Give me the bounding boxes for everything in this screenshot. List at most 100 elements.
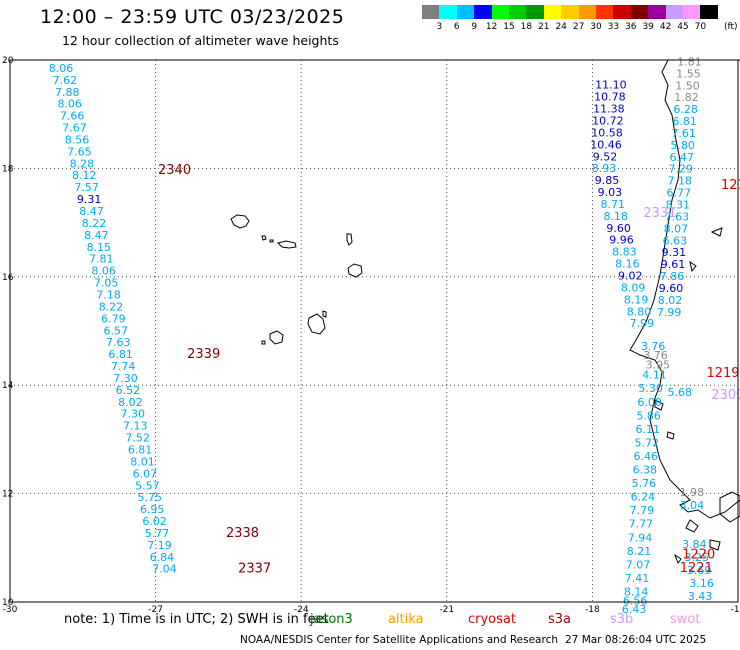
satellite-legend-cryosat: cryosat	[468, 612, 516, 627]
colorbar-swatch	[665, 5, 683, 19]
wave-height-value: 6.77	[667, 187, 692, 200]
colorbar-label: 12	[485, 22, 498, 32]
wave-height-value: 9.03	[598, 186, 623, 199]
wave-height-value: 11.38	[593, 103, 625, 116]
y-tick-label: 14	[2, 381, 14, 391]
colorbar-swatch	[648, 5, 666, 19]
satellite-legend-swot: swot	[670, 612, 701, 627]
wave-height-value: 9.85	[595, 174, 620, 187]
wave-height-value: 7.18	[668, 175, 693, 188]
satellite-legend-altika: altika	[388, 612, 424, 627]
coast-detail-4	[709, 539, 721, 551]
wave-height-value: 6.81	[128, 443, 153, 456]
y-tick-label: 20	[2, 56, 14, 66]
colorbar-label: 42	[659, 22, 672, 32]
wave-height-value: 3.76	[643, 349, 668, 362]
colorbar-label: 24	[555, 22, 567, 32]
wave-height-value: 8.21	[627, 545, 652, 558]
colorbar-swatch	[630, 5, 649, 19]
pass-number-label: 2338	[226, 526, 259, 541]
wave-height-value: 7.07	[626, 558, 651, 571]
island-boa-vista	[347, 263, 363, 278]
x-tick-label: -27	[148, 605, 163, 615]
wave-height-value: 7.57	[74, 181, 99, 194]
colorbar-label: 6	[453, 22, 460, 32]
wave-height-value: 8.06	[57, 98, 82, 111]
wave-height-value: 1.98	[680, 486, 705, 499]
wave-height-value: 8.18	[603, 210, 628, 223]
wave-height-value: 5.75	[138, 491, 163, 504]
wave-height-value: 6.63	[663, 234, 688, 247]
wave-height-value: 8.09	[621, 281, 646, 294]
island-sal	[346, 233, 353, 246]
satellite-legend-s3b: s3b	[610, 612, 634, 627]
wave-height-value: 8.15	[87, 241, 112, 254]
wave-height-value: 7.99	[630, 317, 655, 330]
wave-height-value: 8.07	[664, 222, 689, 235]
colorbar-unit: (ft)	[724, 22, 738, 32]
pass-number-label: 1218	[721, 178, 740, 193]
pass-number-label: 2340	[158, 163, 191, 178]
wave-height-value: 5.80	[670, 139, 695, 152]
colorbar-label: 3	[436, 22, 443, 32]
page-title: 12:00 – 23:59 UTC 03/23/2025	[40, 6, 345, 28]
wave-height-value: 7.88	[55, 86, 80, 99]
wave-height-value: 7.66	[60, 110, 85, 123]
pass-number-label: 2331	[643, 206, 676, 221]
wave-height-value: 6.56	[623, 595, 648, 608]
wave-height-value: 6.46	[634, 450, 659, 463]
wave-height-value: 7.05	[94, 277, 119, 290]
wave-height-value: 6.38	[633, 464, 658, 477]
x-tick-label: -21	[439, 605, 454, 615]
wave-height-value: 1.82	[674, 91, 699, 104]
wave-height-value: 7.99	[657, 306, 682, 319]
wave-height-value: 10.46	[590, 138, 622, 151]
colorbar-swatch	[596, 5, 614, 19]
wave-height-value: 5.68	[668, 386, 693, 399]
wave-height-value: 8.80	[627, 305, 652, 318]
wave-height-value: 9.52	[593, 150, 618, 163]
pass-number-label: 1219	[706, 366, 739, 381]
wave-height-value: 7.65	[67, 145, 92, 158]
wave-height-value: 10.72	[592, 114, 624, 127]
coast-detail-6	[710, 227, 723, 237]
island-sao-vicente	[261, 235, 267, 241]
wave-height-value: 3.76	[641, 340, 666, 353]
colorbar-swatch	[561, 5, 579, 19]
wave-height-value: 8.56	[65, 133, 90, 146]
wave-height-value: 8.01	[130, 455, 155, 468]
wave-height-value: 6.07	[133, 467, 158, 480]
pass-number-label: 2300	[711, 388, 740, 403]
colorbar-swatch	[422, 5, 440, 19]
wave-height-value: 8.02	[658, 294, 683, 307]
colorbar-label: 15	[503, 22, 515, 32]
axis-ticks: -30 -27 -24 -21 -18 -15 20 18 16 14 12 10	[2, 56, 740, 615]
coast-detail-7	[689, 260, 697, 273]
colorbar-swatch	[474, 5, 492, 19]
footer-credit: NOAA/NESDIS Center for Satellite Applica…	[240, 634, 558, 646]
wave-height-value: 3.69	[687, 564, 712, 577]
wave-height-value: 6.79	[101, 312, 126, 325]
wave-height-value: 10.58	[591, 126, 623, 139]
wave-height-value: 1.81	[677, 55, 702, 68]
coast-detail-5	[673, 553, 682, 565]
wave-height-value: 9.02	[618, 270, 643, 283]
wave-height-value: 5.57	[135, 479, 160, 492]
wave-height-value: 8.47	[84, 229, 109, 242]
wave-height-value: 6.81	[672, 115, 697, 128]
wave-height-value: 3.25	[684, 551, 709, 564]
wave-height-value: 5.76	[632, 477, 657, 490]
wave-height-value: 6.24	[631, 491, 656, 504]
island-santo-antao	[230, 214, 250, 229]
satellite-legend-jason3: jason3	[310, 612, 353, 627]
wave-height-value: 6.84	[150, 551, 175, 564]
wave-height-value: 7.77	[629, 518, 654, 531]
colorbar-label: 70	[694, 22, 707, 32]
colorbar-label: 33	[607, 22, 620, 32]
wave-height-value: 3.43	[688, 590, 713, 603]
wave-height-value: 8.14	[624, 585, 649, 598]
colorbar-label: 18	[520, 22, 533, 32]
wave-height-value: 8.16	[615, 258, 640, 271]
y-tick-label: 10	[2, 598, 14, 608]
